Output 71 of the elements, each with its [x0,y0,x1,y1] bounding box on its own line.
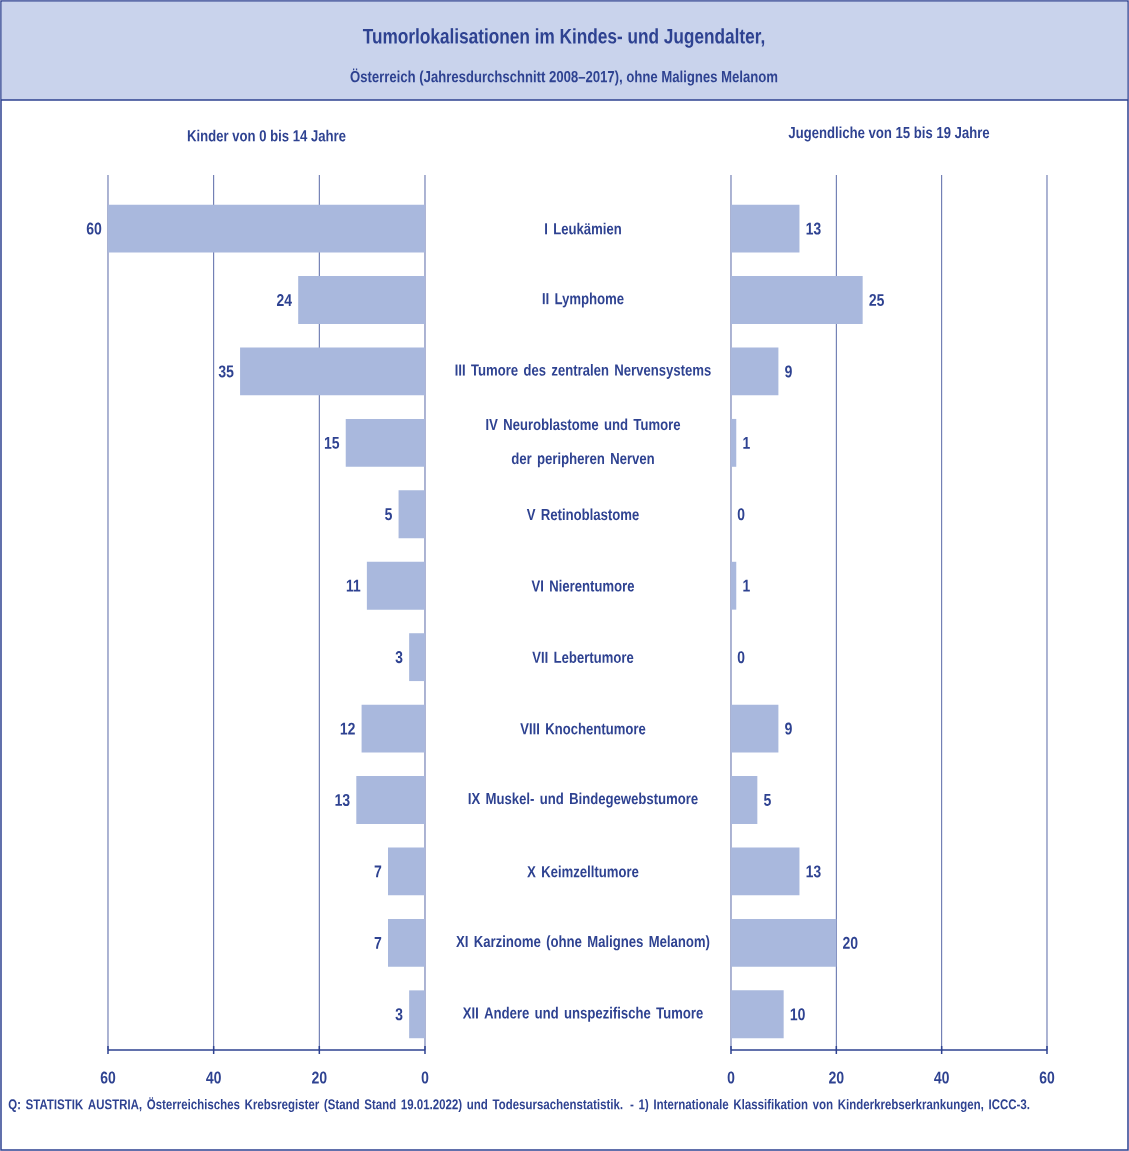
data-label: 20 [843,936,858,949]
data-label: 15 [324,436,340,449]
x-tick-label: 60 [1039,1071,1055,1084]
y-tick-label: V Retinoblastome [526,508,639,521]
bar [366,561,425,610]
bar [398,490,425,539]
category-label: IV Neuroblastome und Tumore der peripheren Nerven [486,418,681,468]
data-label: 7 [374,865,382,878]
data-label: 35 [218,365,234,378]
bar [361,704,425,753]
bar [731,561,737,610]
data-label: 24 [276,294,292,306]
data-label: 13 [335,793,350,807]
x-tick-label: 40 [206,1071,221,1084]
data-label: 9 [785,365,792,378]
data-label: 12 [340,722,355,735]
text: Q: STATISTIK AUSTRIA, Österreichisches Krebsregister (Stand Stand 19.01.2022) und Todesursachenstatistik. - 1) Internationale Klassifikation von Kinderkrebserkrankungen, ICCC-3. [8,1097,1030,1113]
bar [731,347,779,396]
data-label: 0 [737,651,745,664]
y-tick-label: I Leukämien [545,222,621,235]
x-tick-label: 0 [421,1071,429,1084]
data-label: 5 [763,794,771,806]
bar [731,918,837,967]
x-tick-label: 20 [829,1071,844,1084]
y-tick-label: II Lymphome [542,292,624,308]
chart-title: Kinder von 0 bis 14 Jahre [187,129,346,142]
bar [356,776,425,824]
data-label: 13 [806,865,821,878]
x-tick-label: 0 [727,1071,735,1084]
bar [731,847,800,896]
data-label: 60 [86,222,102,235]
y-tick-label: III Tumore des zentralen Nervensystems [455,363,711,379]
text: Österreich (Jahresdurchschnitt 2008–2017), ohne Malignes Melanom [350,68,778,86]
data-label: 3 [395,651,403,664]
y-tick-label: VII Lebertumore [532,651,634,664]
text: Tumorlokalisationen im Kindes- und Jugendalter, [362,28,765,48]
bar [731,704,779,753]
data-label: 3 [395,1008,403,1021]
data-label: 1 [743,437,750,449]
bar [108,204,425,253]
bar [731,776,758,824]
data-label: 25 [869,293,884,307]
data-label: 11 [346,579,361,592]
bar [409,990,425,1039]
data-label: 13 [806,222,821,235]
y-tick-label: XII Andere und unspezifische Tumore [462,1006,703,1022]
x-tick-label: 20 [312,1071,327,1084]
y-tick-label: IX Muskel- und Bindegewebstumore [468,792,698,808]
bar [731,418,737,467]
bar [298,276,425,324]
bar [388,847,425,896]
data-label: 0 [737,508,745,521]
data-label: 7 [374,937,382,949]
chart-title: Jugendliche von 15 bis 19 Jahre [788,126,990,142]
y-tick-label: X Keimzelltumore [527,865,639,878]
bar [388,918,425,967]
y-tick-label: XI Karzinome (ohne Malignes Melanom) [456,935,710,951]
bar [731,276,863,324]
x-tick-label: 40 [934,1071,949,1084]
bar [731,204,800,253]
data-label: 9 [785,722,792,735]
bar [409,633,425,682]
bar [345,418,425,467]
data-label: 1 [743,579,750,592]
data-label: 10 [790,1008,805,1021]
bar [731,990,784,1039]
y-tick-label: VI Nierentumore [531,579,635,592]
y-tick-label: VIII Knochentumore [520,722,646,735]
data-label: 5 [385,508,392,521]
x-tick-label: 60 [100,1071,116,1084]
bar [240,347,425,396]
